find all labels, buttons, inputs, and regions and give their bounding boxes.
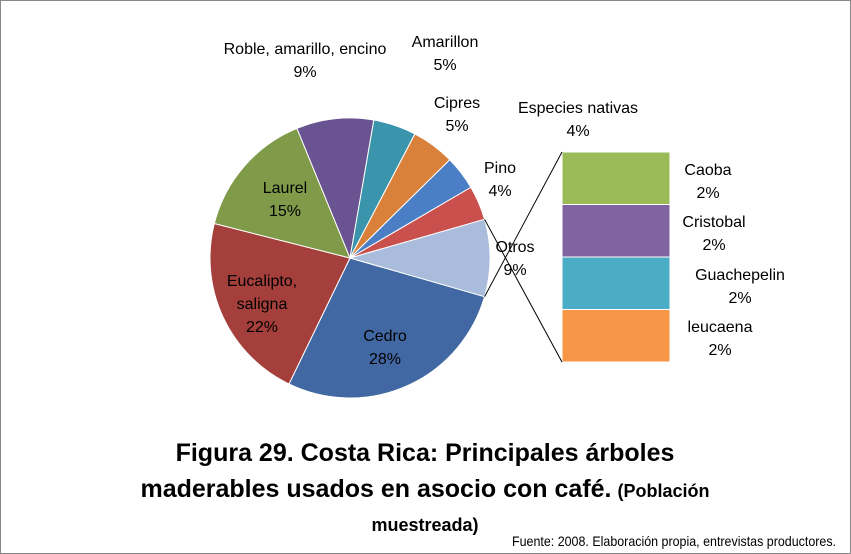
category-label: Cedro [363,328,407,345]
value-label: 15% [268,203,302,220]
title: maderables usados en asocio con café. [140,475,611,503]
category-label: leucaena [687,319,753,336]
category-label: Laurel [262,180,308,197]
data-label: leucaena 2% [665,316,775,362]
value-label: 2% [702,237,726,254]
data-label: Cipres 5% [412,92,502,138]
value-label: 2% [696,185,720,202]
data-label: Eucalipto, saligna 22% [212,270,312,339]
category-label: Pino [483,160,517,177]
value-label: 4% [566,123,590,140]
pie-slice [213,127,351,259]
bar-segment [561,151,671,205]
value-label: 9% [503,262,527,279]
data-label: Cristobal 2% [659,211,769,257]
value-label: 22% [245,319,279,336]
title: Figura 29. Costa Rica: Principales árbol… [176,439,675,467]
category-label: Guachepelin [695,267,785,284]
value-label: 5% [445,118,469,135]
category-label: Amarillon [411,34,479,51]
data-label: Caoba 2% [658,159,758,205]
value-label: 2% [728,290,752,307]
subtitle: (Población [618,481,710,501]
connector [484,219,563,363]
data-label: Roble, amarillo, encino 9% [220,38,390,84]
source: Fuente: 2008. Elaboración propia, entrev… [512,533,836,549]
category-label: Especies nativas [517,100,639,117]
value-label: 5% [433,57,457,74]
value-label: 9% [293,64,317,81]
title-line: maderables usados en asocio con café. (Po… [140,475,709,503]
data-label: Guachepelin 2% [675,264,805,310]
data-label: Laurel 15% [240,177,330,223]
value-label: 2% [708,342,732,359]
category-label: Cipres [433,95,481,112]
category-label: Cristobal [682,214,746,231]
bar-segment [561,309,671,363]
value-label: 4% [488,183,512,200]
data-label: Pino 4% [470,157,530,203]
category-label: Roble, amarillo, encino [223,41,387,58]
pie-slice [288,257,486,399]
data-label: Amarillon 5% [390,31,500,77]
data-label: Cedro 28% [330,325,440,371]
title-line: muestreada) [371,515,478,535]
category-label: Eucalipto, saligna [226,273,298,313]
bar-segment [561,204,671,258]
pie-slice [209,222,351,385]
value-label: 28% [368,351,402,368]
data-label: Especies nativas 4% [493,97,663,143]
bar-segment [561,256,671,310]
subtitle: muestreada) [371,515,478,535]
data-label: Otros 9% [485,236,545,282]
category-label: Otros [495,239,535,256]
category-label: Caoba [684,162,732,179]
title-line: Figura 29. Costa Rica: Principales árbol… [176,439,675,467]
connector [484,151,563,297]
